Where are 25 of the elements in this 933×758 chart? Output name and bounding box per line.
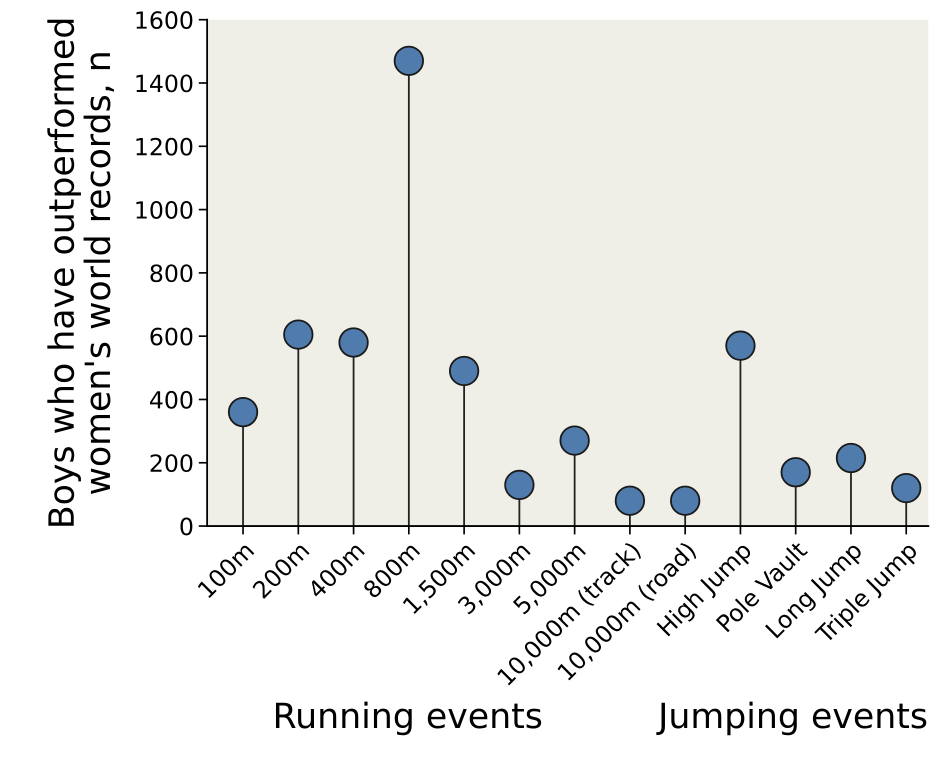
y-tick-label: 200 [150,454,192,472]
point [338,327,369,358]
point [614,486,646,516]
point [394,46,424,76]
point [725,330,756,361]
text: Running events [276,702,542,736]
y-tick-label: 1400 [136,74,192,92]
y-tick-label: 0 [180,518,192,536]
y-tick-label: 1200 [136,138,192,156]
y-tick-label: 1000 [136,201,192,219]
point [560,425,590,456]
y-tick-label: 800 [150,264,192,282]
text: Jumping events [656,702,926,736]
y-axis-title: Boys who have outperformed women's world records, n [47,20,114,526]
y-tick-label: 1600 [136,11,192,30]
y-tick-label: 400 [150,390,192,409]
point [448,356,480,386]
point [504,470,535,500]
point [780,457,811,488]
point [228,396,258,428]
point [283,319,314,350]
point [670,486,700,516]
y-tick-label: 600 [150,328,192,346]
point [836,442,866,474]
point [891,472,922,504]
